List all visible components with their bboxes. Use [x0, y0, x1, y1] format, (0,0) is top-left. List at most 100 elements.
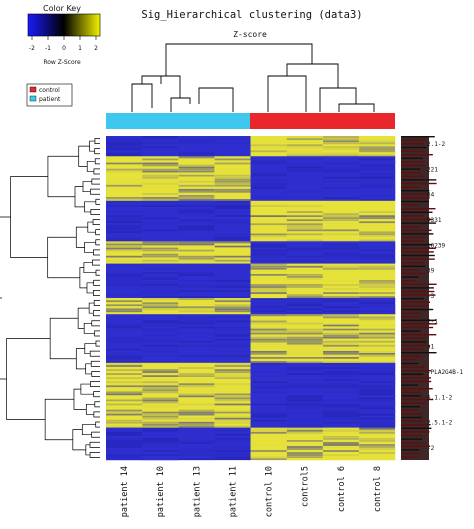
heatmap-cell — [214, 219, 251, 222]
heatmap-cell — [286, 146, 324, 149]
heatmap-cell — [250, 247, 287, 250]
heatmap-cell — [178, 435, 215, 439]
heatmap-cell — [358, 243, 396, 246]
heatmap-cell — [358, 427, 396, 430]
heatmap-cell — [106, 198, 143, 202]
heatmap-cell — [286, 306, 324, 309]
heatmap-cell — [250, 212, 287, 216]
heatmap-cell — [142, 235, 179, 238]
heatmap-cell — [358, 334, 396, 337]
row-label-stroke — [401, 186, 420, 188]
chart-title: Sig_Hierarchical clustering (data3) — [141, 9, 362, 21]
heatmap-cell — [142, 300, 179, 303]
row-label-stroke — [401, 262, 424, 264]
heatmap-cell — [178, 178, 215, 181]
heatmap-cell — [178, 397, 215, 400]
heatmap-cell — [358, 229, 396, 232]
heatmap-cell — [142, 291, 179, 295]
heatmap-cell — [322, 415, 360, 418]
heatmap-cell — [142, 445, 179, 449]
heatmap-cell — [322, 192, 360, 196]
heatmap-cell — [178, 391, 215, 394]
heatmap-cell — [214, 364, 251, 368]
heatmap-cell — [322, 342, 360, 345]
row-label-stroke — [401, 319, 437, 321]
heatmap-cell — [106, 160, 143, 163]
heatmap-cell — [286, 304, 324, 307]
heatmap-cell — [142, 241, 179, 244]
heatmap-cell — [250, 208, 287, 212]
heatmap-cell — [214, 318, 251, 321]
heatmap-cell — [178, 423, 215, 426]
row-dendrogram-branch — [91, 431, 100, 438]
row-dendrogram-branch — [44, 398, 74, 441]
heatmap-cell — [358, 237, 396, 240]
heatmap-cell — [286, 148, 324, 151]
row-label-stroke — [401, 258, 435, 260]
heatmap-cell — [106, 350, 143, 353]
heatmap-cell — [322, 223, 360, 226]
heatmap-cell — [322, 154, 360, 157]
heatmap-cell — [214, 136, 251, 139]
heatmap-cell — [286, 431, 324, 434]
heatmap-cell — [106, 344, 143, 347]
heatmap-cell — [322, 407, 360, 410]
heatmap-cell — [358, 281, 396, 285]
heatmap-cell — [214, 210, 251, 214]
heatmap-cell — [322, 271, 360, 274]
heatmap-cell — [178, 401, 215, 404]
heatmap-cell — [178, 308, 215, 311]
heatmap-cell — [250, 281, 287, 285]
row-label-stroke — [401, 290, 435, 293]
heatmap-cell — [358, 247, 396, 250]
heatmap-cell — [178, 344, 215, 347]
heatmap-cell — [214, 271, 251, 274]
heatmap-cell — [322, 451, 360, 455]
heatmap-cell — [250, 239, 287, 242]
key-tick-label: 2 — [94, 45, 98, 52]
row-dendrogram-branch — [89, 350, 100, 357]
heatmap-cell — [214, 166, 251, 169]
heatmap-cell — [322, 441, 360, 445]
heatmap-cell — [286, 451, 324, 455]
heatmap-cell — [322, 184, 360, 187]
heatmap-cell — [106, 269, 143, 272]
heatmap-cell — [214, 358, 251, 362]
heatmap-cell — [142, 304, 179, 307]
heatmap-cell — [106, 453, 143, 457]
heatmap-cell — [178, 366, 215, 370]
row-dendrogram-branch — [84, 201, 96, 213]
heatmap-cell — [178, 194, 215, 198]
row-dendrogram-branch — [92, 259, 100, 266]
heatmap-cell — [214, 138, 251, 141]
heatmap-cell — [250, 249, 287, 252]
heatmap-cell — [178, 326, 215, 329]
heatmap-cell — [214, 423, 251, 426]
heatmap-cell — [214, 196, 251, 200]
heatmap-cell — [142, 391, 179, 394]
heatmap-cell — [286, 202, 324, 206]
heatmap-cell — [106, 202, 143, 206]
heatmap-cell — [214, 356, 251, 360]
heatmap-cell — [358, 170, 396, 173]
heatmap-cell — [142, 245, 179, 248]
heatmap-cell — [178, 283, 215, 287]
heatmap-cell — [250, 376, 287, 380]
row-dendrogram-branch — [78, 145, 90, 167]
heatmap-cell — [250, 312, 287, 315]
row-label-stroke — [401, 406, 421, 408]
heatmap-cell — [214, 350, 251, 353]
heatmap-cell — [142, 285, 179, 289]
heatmap-cell — [214, 227, 251, 230]
heatmap-cell — [106, 283, 143, 287]
heatmap-cell — [322, 435, 360, 439]
heatmap-cell — [106, 239, 143, 242]
heatmap-cell — [142, 433, 179, 436]
heatmap-cell — [106, 174, 143, 177]
row-label-stroke — [401, 179, 437, 181]
row-label-stroke — [401, 172, 421, 174]
heatmap-cell — [214, 200, 251, 204]
row-label-stroke — [401, 236, 426, 239]
heatmap-cell — [286, 219, 324, 222]
heatmap-cell — [250, 453, 287, 457]
